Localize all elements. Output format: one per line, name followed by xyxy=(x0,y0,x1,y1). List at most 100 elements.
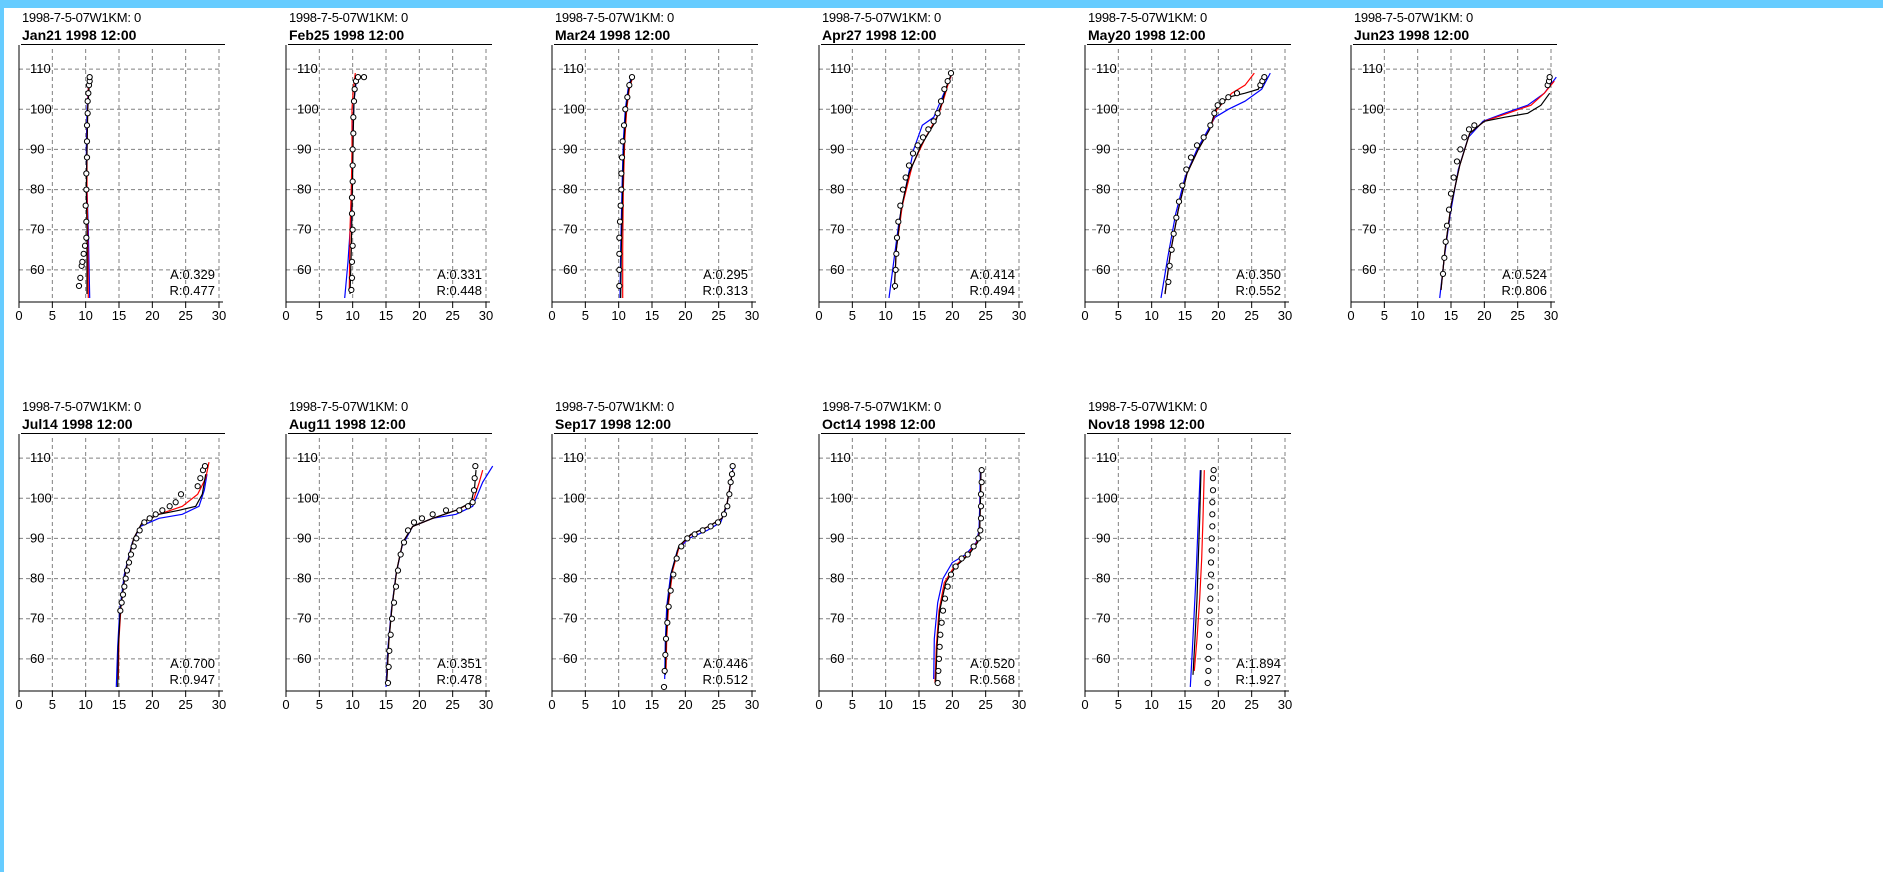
observed-point xyxy=(348,274,356,282)
series-line-black xyxy=(1440,92,1551,291)
series-line-black xyxy=(893,72,953,291)
x-tick-label: 0 xyxy=(1081,697,1088,712)
observed-point xyxy=(618,170,625,177)
observed-point xyxy=(348,210,356,217)
observed-point xyxy=(1207,559,1215,566)
observed-point xyxy=(724,503,731,510)
observed-point xyxy=(895,218,902,225)
observed-point xyxy=(119,591,127,598)
observed-point xyxy=(618,186,625,193)
x-tick-label: 15 xyxy=(379,697,393,712)
x-tick-label: 5 xyxy=(1115,308,1122,323)
chart-title: Jul14 1998 12:00 xyxy=(22,416,133,432)
observed-point xyxy=(626,82,633,89)
y-tick-label: 60 xyxy=(830,262,844,277)
y-tick-label: 80 xyxy=(297,571,311,586)
observed-point xyxy=(83,154,91,161)
x-tick-label: 30 xyxy=(745,308,759,323)
observed-point xyxy=(952,563,959,570)
x-tick-label: 5 xyxy=(1381,308,1388,323)
observed-point xyxy=(127,551,135,558)
observed-point xyxy=(934,679,941,687)
chart-title: Nov18 1998 12:00 xyxy=(1088,416,1205,432)
y-tick-label: 90 xyxy=(563,141,577,156)
stat-r-label: R:0.494 xyxy=(969,283,1015,298)
observed-point xyxy=(1261,74,1268,81)
x-tick-label: 30 xyxy=(1544,308,1558,323)
x-tick-label: 25 xyxy=(445,697,459,712)
chart-title: May20 1998 12:00 xyxy=(1088,27,1206,43)
observed-point xyxy=(934,110,941,117)
y-tick-label: 60 xyxy=(830,651,844,666)
x-tick-label: 25 xyxy=(978,308,992,323)
observed-point xyxy=(978,467,985,474)
x-tick-label: 0 xyxy=(15,697,22,712)
observed-point xyxy=(83,170,90,177)
observed-point xyxy=(83,218,90,225)
observed-point xyxy=(1209,523,1216,530)
observed-point xyxy=(1207,122,1214,129)
observed-point xyxy=(947,70,955,77)
x-tick-label: 10 xyxy=(78,697,92,712)
x-tick-label: 5 xyxy=(849,697,856,712)
observed-point xyxy=(394,567,402,574)
observed-point xyxy=(84,98,91,105)
y-tick-label: 80 xyxy=(1362,182,1376,197)
x-tick-label: 25 xyxy=(711,308,725,323)
series-line-blue xyxy=(1439,76,1557,299)
observed-point xyxy=(351,86,358,93)
y-tick-label: 90 xyxy=(30,141,44,156)
x-tick-label: 20 xyxy=(145,308,159,323)
chart-subtitle: 1998-7-5-07W1KM: 0 xyxy=(1088,10,1207,25)
y-tick-label: 90 xyxy=(1096,530,1110,545)
observed-point xyxy=(1168,246,1175,253)
x-tick-label: 0 xyxy=(282,308,289,323)
y-tick-label: 60 xyxy=(30,651,44,666)
y-tick-label: 80 xyxy=(297,182,311,197)
observed-point xyxy=(360,74,368,81)
y-tick-label: 70 xyxy=(830,611,844,626)
observed-point xyxy=(388,615,396,622)
y-tick-label: 90 xyxy=(563,530,577,545)
stat-r-label: R:0.477 xyxy=(169,283,215,298)
series-line-black xyxy=(1164,76,1265,295)
stat-a-label: A:0.414 xyxy=(970,267,1015,282)
observed-point xyxy=(1457,146,1464,153)
chart-subtitle: 1998-7-5-07W1KM: 0 xyxy=(822,399,941,414)
x-tick-label: 20 xyxy=(412,697,426,712)
observed-point xyxy=(194,483,201,490)
observed-point xyxy=(79,258,86,265)
y-tick-label: 110 xyxy=(1096,450,1117,465)
observed-point xyxy=(397,551,404,558)
chart-title: Sep17 1998 12:00 xyxy=(555,416,671,432)
observed-point xyxy=(1211,110,1218,117)
observed-point xyxy=(1183,166,1190,173)
observed-point xyxy=(125,559,133,566)
observed-point xyxy=(85,90,92,97)
observed-point xyxy=(348,258,356,265)
x-tick-label: 10 xyxy=(611,308,625,323)
x-tick-label: 15 xyxy=(645,697,659,712)
observed-point xyxy=(937,98,945,105)
observed-point xyxy=(349,226,356,233)
y-tick-label: 70 xyxy=(297,222,311,237)
y-tick-label: 100 xyxy=(30,490,52,505)
series-line-red xyxy=(665,470,734,671)
y-tick-label: 110 xyxy=(1362,61,1383,76)
x-tick-label: 15 xyxy=(645,308,659,323)
stat-r-label: R:0.552 xyxy=(1235,283,1281,298)
observed-point xyxy=(899,186,907,193)
stat-a-label: A:0.295 xyxy=(703,267,748,282)
stat-r-label: R:0.947 xyxy=(169,672,215,687)
observed-point xyxy=(1441,254,1448,261)
observed-point xyxy=(897,202,904,209)
observed-point xyxy=(726,491,733,498)
y-tick-label: 70 xyxy=(30,611,44,626)
profile-chart-panel: 1998-7-5-07W1KM: 0 Aug11 1998 12:00 0 5 10 15… xyxy=(281,389,581,779)
observed-point xyxy=(159,507,166,514)
stat-r-label: R:1.927 xyxy=(1235,672,1281,687)
observed-point xyxy=(392,583,400,590)
observed-point xyxy=(618,154,626,161)
x-tick-label: 0 xyxy=(282,697,289,712)
